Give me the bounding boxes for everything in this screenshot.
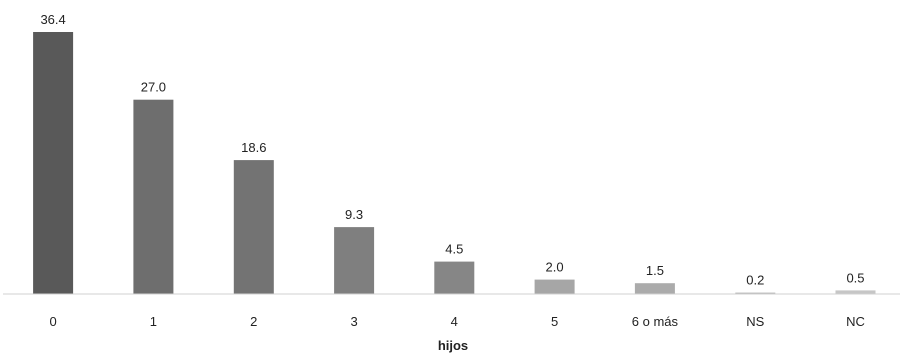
value-label-8: 0.5	[846, 270, 864, 285]
bar-8	[835, 290, 876, 294]
x-axis-title: hijos	[438, 338, 468, 353]
value-label-7: 0.2	[746, 273, 764, 288]
value-label-4: 4.5	[445, 242, 463, 257]
bar-5	[534, 279, 575, 294]
bar-2	[233, 160, 274, 294]
value-label-0: 36.4	[40, 12, 65, 27]
value-label-5: 2.0	[546, 260, 564, 275]
x-tick-label-5: 5	[551, 314, 558, 329]
bar-6	[634, 283, 675, 294]
x-tick-label-8: NC	[846, 314, 865, 329]
value-label-1: 27.0	[141, 80, 166, 95]
bar-1	[133, 99, 174, 294]
bars-layer	[33, 32, 876, 294]
x-tick-label-3: 3	[350, 314, 357, 329]
bar-3	[334, 227, 375, 294]
x-tick-label-7: NS	[746, 314, 764, 329]
bar-0	[33, 32, 74, 294]
tick-labels-layer: 0 1 2 3 4 5 6 o más NS NC	[49, 314, 864, 329]
x-tick-label-2: 2	[250, 314, 257, 329]
x-tick-label-0: 0	[49, 314, 56, 329]
bar-4	[434, 261, 475, 294]
bar-7	[735, 292, 776, 294]
x-tick-label-1: 1	[150, 314, 157, 329]
value-labels-layer: 36.4 27.0 18.6 9.3 4.5 2.0 1.5 0.2 0.5	[40, 12, 864, 288]
value-label-2: 18.6	[241, 140, 266, 155]
x-tick-label-4: 4	[451, 314, 458, 329]
value-label-3: 9.3	[345, 207, 363, 222]
value-label-6: 1.5	[646, 263, 664, 278]
x-tick-label-6: 6 o más	[632, 314, 679, 329]
